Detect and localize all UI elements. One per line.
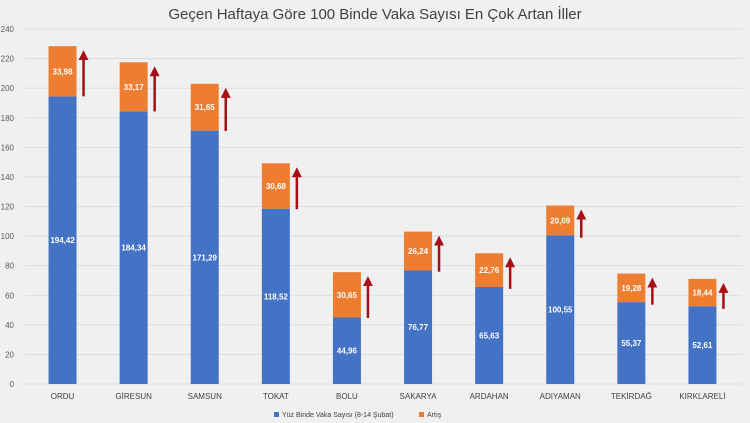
y-tick-label: 240 [1,25,15,34]
data-label-increase: 18,44 [692,289,713,298]
bar-increase-sakarya [404,231,433,271]
data-label-base: 65,63 [479,331,500,340]
data-label-increase: 33,98 [53,67,74,76]
y-tick-label: 60 [5,291,14,300]
bar-base-ordu [48,96,77,385]
data-label-increase: 33,17 [124,83,145,92]
y-tick-label: 100 [1,232,15,241]
data-label-base: 55,37 [621,339,642,348]
bar-increase-kirklareli̇ [688,278,717,307]
data-label-base: 118,52 [264,292,289,301]
legend-label-increase: Artış [427,412,442,419]
data-label-increase: 20,09 [550,216,571,225]
x-tick-label: GİRESUN [115,392,152,401]
data-label-increase: 30,68 [266,182,287,191]
bar-increase-bolu [332,272,361,318]
data-label-increase: 26,24 [408,247,429,256]
data-label-base: 100,55 [548,306,573,315]
y-tick-label: 40 [5,321,14,330]
y-tick-label: 200 [1,84,15,93]
data-label-base: 44,96 [337,347,358,356]
data-label-base: 184,34 [121,244,146,253]
bar-increase-ordu [48,46,77,97]
bar-increase-tokat [261,163,290,209]
bar-increase-ardahan [475,253,504,287]
y-tick-label: 140 [1,173,15,182]
data-label-base: 76,77 [408,323,429,332]
data-label-base: 171,29 [193,253,218,262]
bar-base-samsun [190,130,219,384]
bar-increase-gi̇resun [119,62,148,112]
bar-base-kirklareli̇ [688,306,717,384]
data-label-increase: 19,28 [621,284,642,293]
bar-base-bolu [332,317,361,384]
bar-base-teki̇rdağ [617,302,646,384]
bar-base-adiyaman [546,235,575,384]
data-label-base: 52,61 [692,341,713,350]
bar-increase-teki̇rdağ [617,273,646,303]
data-label-increase: 22,76 [479,266,500,275]
data-label-increase: 31,65 [195,103,216,112]
x-tick-label: KIRKLARELİ [679,392,725,401]
x-tick-label: SAKARYA [400,392,438,401]
x-tick-label: TEKİRDAĞ [611,392,652,401]
x-tick-label: SAMSUN [188,392,222,401]
y-tick-label: 220 [1,55,15,64]
data-label-base: 194,42 [50,236,75,245]
bar-base-gi̇resun [119,111,148,384]
legend-swatch-base [274,412,279,417]
y-tick-label: 180 [1,114,15,123]
x-tick-label: ADIYAMAN [540,392,581,401]
data-label-increase: 30,65 [337,291,358,300]
legend: Yüz Binde Vaka Sayısı (8-14 Şubat) Artış [274,412,442,419]
bar-base-tokat [261,208,290,384]
y-tick-label: 160 [1,143,15,152]
x-tick-label: TOKAT [263,392,289,401]
x-tick-label: ARDAHAN [470,392,509,401]
legend-label-base: Yüz Binde Vaka Sayısı (8-14 Şubat) [282,412,394,419]
bar-base-ardahan [475,286,504,384]
bar-increase-adiyaman [546,205,575,236]
bar-base-sakarya [404,270,433,384]
y-tick-label: 120 [1,203,15,212]
y-tick-label: 80 [5,262,14,271]
legend-swatch-increase [419,412,424,417]
y-tick-label: 20 [5,350,14,359]
bar-increase-samsun [190,83,219,131]
x-tick-label: ORDU [51,392,75,401]
chart-title: Geçen Haftaya Göre 100 Binde Vaka Sayısı… [168,5,581,23]
y-tick-label: 0 [10,380,15,389]
x-tick-label: BOLU [336,392,358,401]
